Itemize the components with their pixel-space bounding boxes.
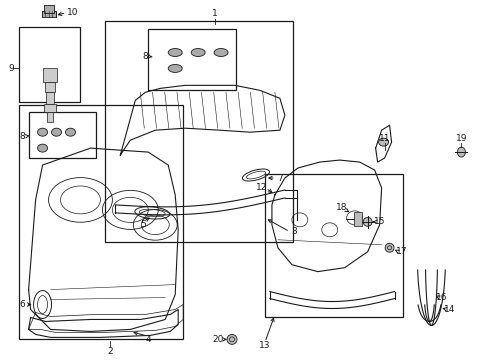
Text: 15: 15 xyxy=(374,217,385,226)
Bar xyxy=(354,212,362,226)
Ellipse shape xyxy=(191,49,205,57)
Text: 8: 8 xyxy=(20,132,25,141)
Text: 3: 3 xyxy=(291,227,297,236)
Bar xyxy=(42,11,55,17)
Ellipse shape xyxy=(385,243,394,252)
Ellipse shape xyxy=(168,64,182,72)
Bar xyxy=(44,5,53,13)
Bar xyxy=(19,105,183,339)
Text: 6: 6 xyxy=(20,300,25,309)
Text: 19: 19 xyxy=(456,134,467,143)
Ellipse shape xyxy=(214,49,228,57)
Bar xyxy=(45,82,54,92)
Text: 7: 7 xyxy=(277,174,283,183)
Ellipse shape xyxy=(38,128,48,136)
Bar xyxy=(28,112,97,158)
Text: 2: 2 xyxy=(108,347,113,356)
Text: 13: 13 xyxy=(259,341,270,350)
Text: 11: 11 xyxy=(379,134,391,143)
Ellipse shape xyxy=(38,144,48,152)
Text: 4: 4 xyxy=(146,335,151,344)
Bar xyxy=(46,92,53,104)
Bar xyxy=(105,21,293,242)
Bar xyxy=(265,174,403,318)
Text: 1: 1 xyxy=(212,9,218,18)
Text: 14: 14 xyxy=(444,305,455,314)
Text: 16: 16 xyxy=(436,293,447,302)
Ellipse shape xyxy=(379,138,389,146)
Ellipse shape xyxy=(51,128,62,136)
Ellipse shape xyxy=(66,128,75,136)
Ellipse shape xyxy=(363,217,372,226)
Ellipse shape xyxy=(457,147,465,157)
Bar xyxy=(148,28,236,90)
Text: 17: 17 xyxy=(396,247,407,256)
Bar xyxy=(43,68,56,82)
Text: 9: 9 xyxy=(9,64,14,73)
Text: 5: 5 xyxy=(141,220,146,229)
Bar xyxy=(19,27,80,102)
Ellipse shape xyxy=(168,49,182,57)
Text: 8: 8 xyxy=(143,52,148,61)
Text: 18: 18 xyxy=(336,203,347,212)
Bar xyxy=(47,112,52,122)
Bar xyxy=(44,104,55,112)
Text: 12: 12 xyxy=(256,184,268,193)
Text: 10: 10 xyxy=(67,8,78,17)
Text: 20: 20 xyxy=(212,335,224,344)
Ellipse shape xyxy=(227,334,237,345)
